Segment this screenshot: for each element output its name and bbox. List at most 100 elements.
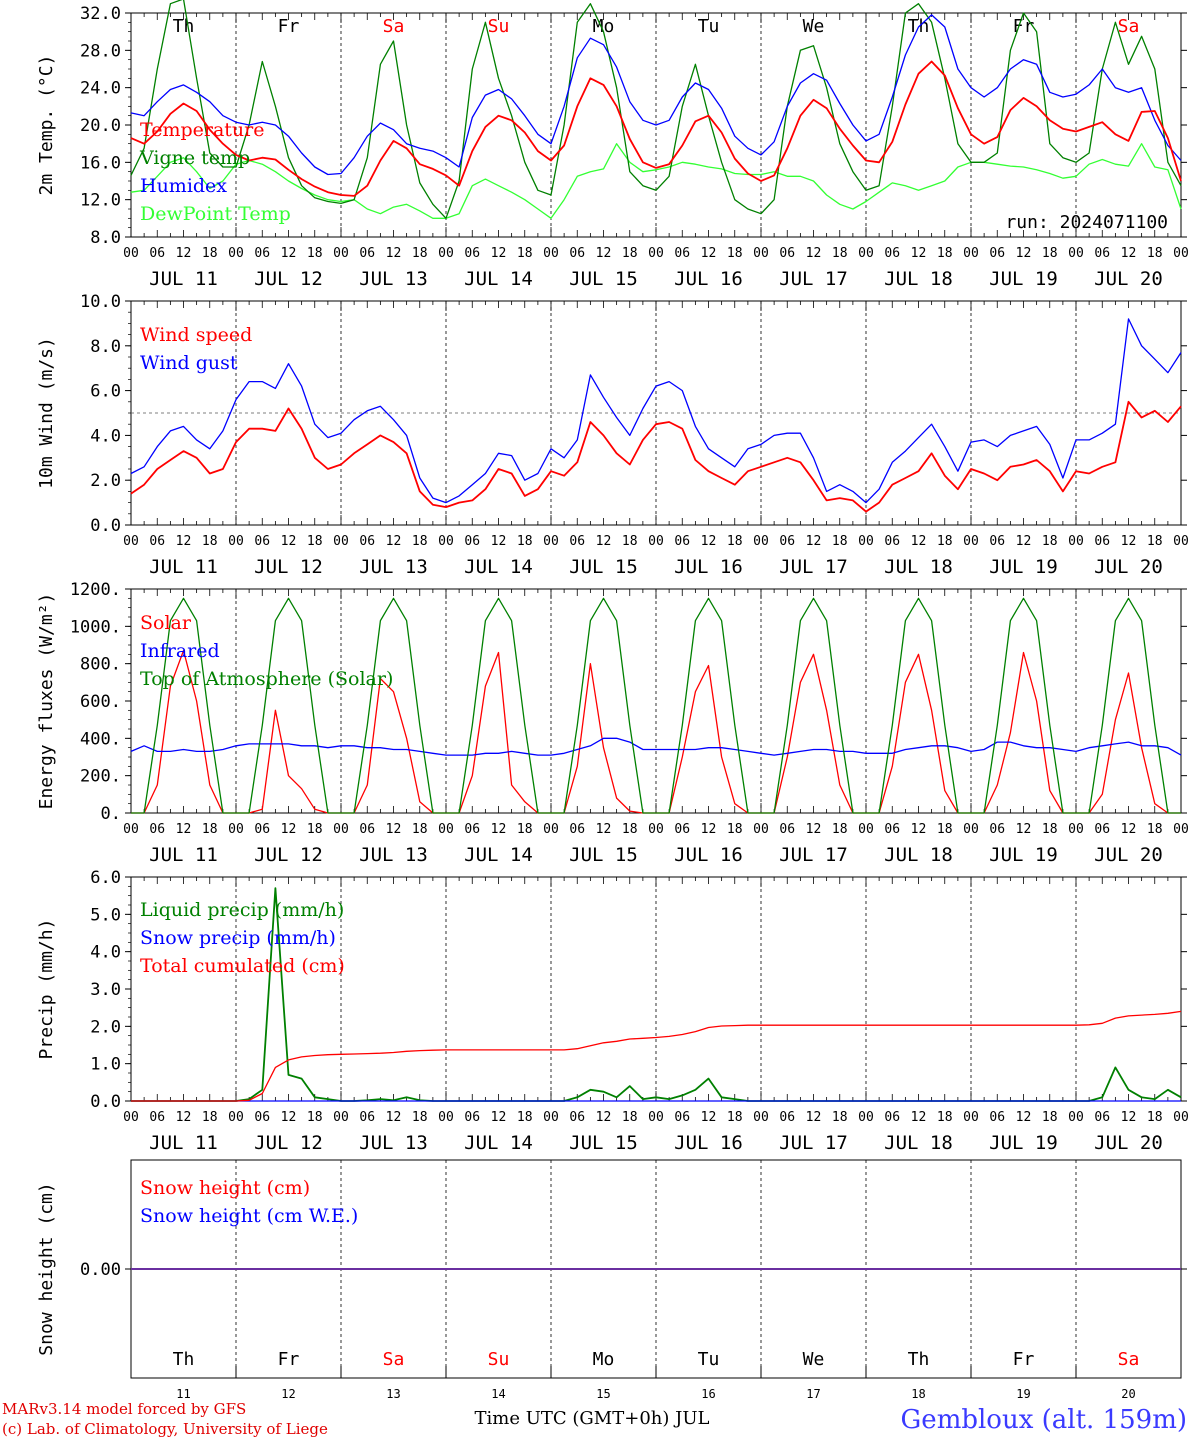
hour-tick-label: 12 <box>1016 246 1032 261</box>
weekday-label-bottom: Sa <box>1118 1349 1140 1370</box>
date-label: JUL 11 <box>149 844 218 866</box>
day-number-label: 17 <box>806 1387 820 1401</box>
hour-tick-label: 12 <box>806 246 822 261</box>
y-tick-label: 16.0 <box>80 153 121 173</box>
hour-tick-label: 00 <box>753 1110 769 1125</box>
legend-entry: Infrared <box>140 640 220 662</box>
y-axis-label: Precip (mm/h) <box>36 919 57 1060</box>
weekday-label-bottom: Th <box>908 1349 930 1370</box>
x-axis-title: Time UTC (GMT+0h) JUL <box>475 1408 710 1429</box>
run-annotation: run: 2024071100 <box>1005 212 1168 233</box>
hour-tick-label: 12 <box>176 246 192 261</box>
hour-tick-label: 00 <box>123 534 139 549</box>
date-label: JUL 16 <box>674 556 743 578</box>
y-tick-label: 0. <box>101 804 121 824</box>
hour-tick-label: 18 <box>202 822 218 837</box>
hour-tick-label: 06 <box>1094 534 1110 549</box>
hour-tick-label: 18 <box>412 1110 428 1125</box>
hour-tick-label: 18 <box>517 1110 533 1125</box>
day-number-label: 15 <box>596 1387 610 1401</box>
hour-tick-label: 06 <box>359 822 375 837</box>
hour-tick-label: 06 <box>464 534 480 549</box>
hour-tick-label: 12 <box>491 246 507 261</box>
hour-tick-label: 06 <box>359 1110 375 1125</box>
date-label: JUL 13 <box>359 844 428 866</box>
hour-tick-label: 00 <box>1068 534 1084 549</box>
hour-tick-label: 06 <box>359 246 375 261</box>
hour-tick-label: 12 <box>1121 246 1137 261</box>
hour-tick-label: 00 <box>333 534 349 549</box>
day-number-label: 16 <box>701 1387 715 1401</box>
date-label: JUL 19 <box>989 556 1058 578</box>
panel-2: 0.0 2.0 4.0 6.0 8.0 10.0 10m Wind (m/s) Wind sp… <box>36 292 1189 578</box>
y-tick-label: 2.0 <box>90 1017 121 1037</box>
weekday-label: We <box>803 16 825 37</box>
y-tick-label: 1000. <box>70 617 121 637</box>
date-label: JUL 18 <box>884 1132 953 1154</box>
date-label: JUL 17 <box>779 268 848 290</box>
y-axis-label: Energy fluxes (W/m²) <box>36 593 57 810</box>
legend-entry: Wind gust <box>140 352 238 374</box>
y-tick-label: 6.0 <box>90 382 121 402</box>
hour-tick-label: 06 <box>569 246 585 261</box>
y-tick-label: 0.0 <box>90 516 121 536</box>
weekday-label-bottom: Tu <box>698 1349 720 1370</box>
legend-entry: DewPoint Temp <box>140 203 291 225</box>
weekday-label-bottom: Sa <box>383 1349 405 1370</box>
hour-tick-label: 00 <box>438 534 454 549</box>
hour-tick-label: 18 <box>622 534 638 549</box>
hour-tick-label: 00 <box>753 822 769 837</box>
series-line-top-of-atmosphere-solar <box>131 597 1181 814</box>
date-label: JUL 20 <box>1094 844 1163 866</box>
y-tick-label: 20.0 <box>80 116 121 136</box>
date-label: JUL 15 <box>569 1132 638 1154</box>
date-label: JUL 19 <box>989 844 1058 866</box>
hour-tick-label: 00 <box>1068 246 1084 261</box>
series-line-dewpoint-temp <box>130 143 1182 219</box>
date-label: JUL 16 <box>674 268 743 290</box>
date-label: JUL 12 <box>254 1132 323 1154</box>
hour-tick-label: 06 <box>884 1110 900 1125</box>
y-tick-label: 400. <box>80 729 121 749</box>
hour-tick-label: 12 <box>1016 1110 1032 1125</box>
hour-tick-label: 06 <box>779 534 795 549</box>
legend-entry: Vigne temp <box>139 147 250 169</box>
hour-tick-label: 12 <box>281 822 297 837</box>
date-label: JUL 16 <box>674 844 743 866</box>
hour-tick-label: 06 <box>569 822 585 837</box>
hour-tick-label: 18 <box>937 822 953 837</box>
panel-5: 0.00 Snow height (cm) Snow height (cm) Snow… <box>36 1159 1187 1401</box>
hour-tick-label: 00 <box>648 246 664 261</box>
y-tick-label: 12.0 <box>80 191 121 211</box>
date-label: JUL 11 <box>149 556 218 578</box>
hour-tick-label: 18 <box>412 246 428 261</box>
series-line-infrared <box>130 737 1182 756</box>
series-line-wind-gust <box>130 318 1182 504</box>
series-line-vigne-temp <box>130 0 1182 219</box>
weekday-label: Tu <box>698 16 720 37</box>
hour-tick-label: 06 <box>779 822 795 837</box>
legend-entry: Solar <box>140 612 192 634</box>
day-number-label: 18 <box>911 1387 925 1401</box>
hour-tick-label: 12 <box>701 534 717 549</box>
hour-tick-label: 00 <box>543 246 559 261</box>
date-label: JUL 20 <box>1094 1132 1163 1154</box>
series-line-temperature <box>130 60 1182 197</box>
y-tick-label: 28.0 <box>80 41 121 61</box>
hour-tick-label: 06 <box>149 1110 165 1125</box>
hour-tick-label: 12 <box>176 1110 192 1125</box>
date-label: JUL 12 <box>254 268 323 290</box>
y-tick-label: 800. <box>80 655 121 675</box>
hour-tick-label: 12 <box>386 246 402 261</box>
y-tick-label: 24.0 <box>80 79 121 99</box>
hour-tick-label: 00 <box>963 1110 979 1125</box>
hour-tick-label: 18 <box>307 534 323 549</box>
hour-tick-label: 06 <box>1094 246 1110 261</box>
hour-tick-label: 18 <box>307 1110 323 1125</box>
y-tick-label: 0.00 <box>80 1260 121 1280</box>
series-line-wind-speed <box>130 400 1182 513</box>
series-line-total-cumulated-cm <box>131 1010 1182 1102</box>
legend-entry: Total cumulated (cm) <box>140 955 345 977</box>
hour-tick-label: 18 <box>517 246 533 261</box>
